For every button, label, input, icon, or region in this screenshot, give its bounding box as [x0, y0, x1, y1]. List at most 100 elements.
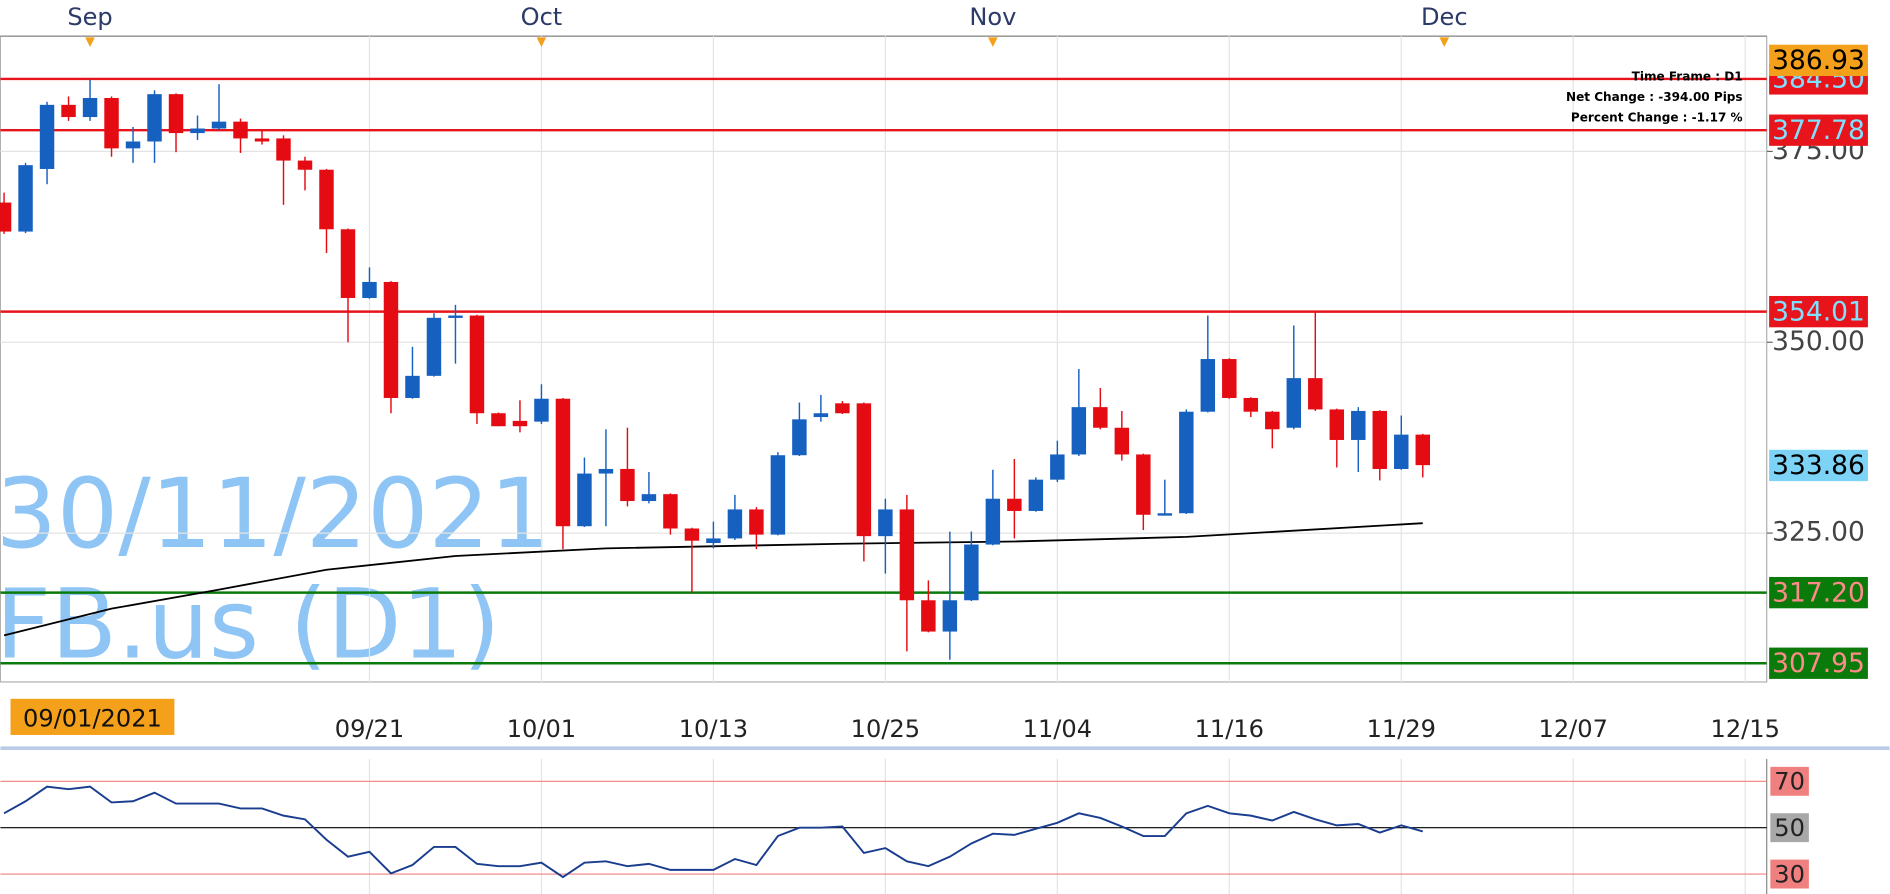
candle-body	[1093, 407, 1108, 428]
candle-body	[39, 104, 55, 169]
candle-body	[1372, 410, 1388, 469]
candle-body	[985, 498, 1001, 545]
candle-body	[211, 121, 227, 129]
candle-body	[641, 494, 657, 502]
price-label: 307.95	[1772, 648, 1865, 679]
candle-body	[813, 413, 829, 418]
month-label: Sep	[67, 3, 112, 31]
candle-body	[1286, 378, 1302, 428]
price-label: 354.01	[1772, 296, 1865, 327]
candle-body	[1071, 407, 1087, 455]
candle-body	[899, 509, 915, 601]
candle-body	[964, 544, 979, 601]
rsi-line	[3, 785, 1424, 879]
candle-body	[1179, 411, 1194, 514]
crosshair-date: 09/01/2021	[23, 704, 162, 732]
candle-body	[856, 403, 872, 537]
x-tick-label: 11/04	[1023, 715, 1092, 743]
candle-body	[104, 97, 119, 149]
price-label-box	[1769, 114, 1868, 146]
candle-body	[297, 160, 313, 170]
candle-body	[555, 398, 571, 527]
y-tick-label: 325.00	[1772, 517, 1865, 548]
candle-body	[598, 468, 614, 474]
month-label: Nov	[969, 3, 1016, 31]
candle-body	[1308, 378, 1323, 410]
candle-body	[727, 509, 743, 539]
price-label-box	[1769, 44, 1868, 77]
candle-body	[1007, 498, 1022, 511]
candle-body	[125, 141, 141, 149]
plot-area	[0, 35, 1768, 683]
candle-body	[426, 317, 442, 376]
candle-body	[749, 509, 764, 535]
candle-body	[1157, 513, 1173, 516]
x-tick-label: 10/13	[679, 715, 748, 743]
candle-body	[1351, 410, 1366, 440]
info-line: Percent Change : -1.17 %	[1571, 111, 1743, 125]
candle-body	[942, 600, 958, 632]
y-tick-box	[1770, 766, 1809, 796]
candle-body	[1243, 397, 1259, 412]
x-tick-label: 09/21	[335, 715, 404, 743]
candle-body	[491, 413, 506, 427]
price-label-box	[1769, 576, 1868, 609]
candle-body	[1265, 411, 1280, 430]
candle-body	[1329, 409, 1345, 440]
x-tick-label: 11/16	[1195, 715, 1264, 743]
price-label-box	[1769, 449, 1868, 482]
x-tick-label: 10/25	[851, 715, 920, 743]
candle-body	[61, 104, 76, 118]
candle-body	[233, 121, 248, 139]
crosshair-date-box	[10, 698, 175, 735]
price-label-box	[1769, 647, 1868, 679]
candle-body	[340, 229, 356, 298]
candle-body	[190, 128, 205, 134]
month-tick	[536, 37, 547, 47]
y-tick-box	[1770, 813, 1809, 843]
x-tick-label: 12/15	[1711, 715, 1780, 743]
price-label: 317.20	[1772, 577, 1865, 608]
candle-body	[1415, 434, 1431, 466]
y-tick-label: 30	[1774, 860, 1805, 888]
month-label: Oct	[521, 3, 563, 31]
info-line: Net Change : -394.00 Pips	[1566, 90, 1743, 104]
candle-body	[0, 202, 12, 232]
candle-body	[577, 473, 592, 527]
candle-body	[921, 600, 936, 632]
y-tick-box	[1770, 859, 1809, 889]
candle-body	[147, 94, 162, 142]
y-tick-label: 350.00	[1772, 326, 1865, 357]
candle-body	[1200, 359, 1216, 412]
candle-body	[254, 138, 270, 142]
month-tick	[85, 37, 95, 47]
x-tick-label: 11/29	[1367, 715, 1436, 743]
candle-body	[663, 494, 678, 529]
candle-body	[168, 94, 184, 134]
candle-body	[276, 138, 291, 161]
candle-body	[448, 315, 463, 318]
candle-body	[469, 315, 485, 414]
candle-body	[1394, 434, 1409, 469]
info-line: Time Frame : D1	[1632, 70, 1743, 84]
moving-average	[3, 522, 1423, 637]
candle-body	[319, 169, 334, 230]
month-label: Dec	[1421, 3, 1468, 31]
y-tick-label: 70	[1774, 768, 1805, 796]
price-label: 377.78	[1772, 115, 1865, 146]
month-tick	[1439, 37, 1450, 47]
candle-body	[362, 281, 377, 298]
candle-body	[383, 281, 399, 398]
y-tick-label: 50	[1774, 814, 1805, 842]
price-label-box	[1769, 295, 1868, 328]
candle-body	[684, 528, 700, 541]
price-label: 386.93	[1772, 45, 1865, 76]
price-label: 333.86	[1772, 450, 1865, 481]
x-tick-label: 12/07	[1539, 715, 1608, 743]
candle-body	[1050, 454, 1065, 480]
candle-body	[835, 403, 850, 414]
candle-body	[1136, 454, 1151, 515]
candle-body	[512, 420, 528, 427]
